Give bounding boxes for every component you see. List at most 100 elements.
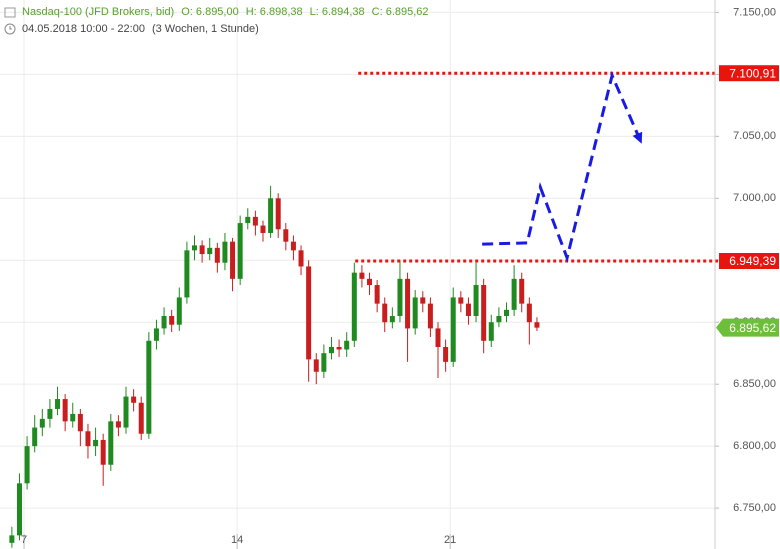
candle-body [62, 399, 68, 422]
candle-body [298, 250, 304, 267]
x-tick-label: 21 [444, 534, 456, 546]
x-tick-label: 7 [21, 534, 27, 546]
candle-body [519, 278, 525, 304]
candle-body [359, 272, 365, 279]
candle-body [382, 303, 388, 323]
candle-body [283, 229, 289, 242]
candle-body [32, 427, 38, 447]
header-high: H: 6.898,38 [246, 6, 303, 18]
candle-body [397, 278, 403, 317]
header-date: 04.05.2018 10:00 - 22:00 [22, 23, 145, 35]
y-tick-label: 7.050,00 [733, 130, 776, 142]
candle-body [503, 309, 509, 317]
candle-body [420, 297, 426, 304]
candle-body [526, 303, 532, 323]
candle-body [108, 421, 114, 465]
candle-body [275, 198, 281, 230]
candle-body [443, 346, 449, 362]
candle-body [192, 245, 198, 251]
forecast-line [482, 70, 642, 263]
header-title: Nasdaq-100 (JFD Brokers, bid) [22, 6, 174, 18]
header-open: O: 6.895,00 [181, 6, 239, 18]
candle-body [77, 413, 83, 432]
header-line-2: 04.05.2018 10:00 - 22:00 (3 Wochen, 1 Stu… [22, 23, 259, 35]
candle-body [328, 346, 334, 354]
candle-body [534, 322, 540, 328]
y-tick-label: 6.800,00 [733, 440, 776, 452]
candle-body [207, 247, 213, 255]
candle-body [435, 328, 441, 347]
candle-body [199, 245, 205, 255]
candle-body [374, 285, 380, 304]
level-label-box [719, 253, 779, 270]
candle-body [176, 297, 182, 325]
candle-body [321, 353, 327, 372]
header-icons [4, 7, 16, 35]
y-tick-label: 6.850,00 [733, 378, 776, 390]
candle-body [252, 216, 258, 226]
level-label-box [719, 65, 779, 82]
candle-body [146, 340, 152, 434]
candle-body [16, 483, 22, 536]
candle-body [306, 266, 312, 360]
candle-body [260, 225, 266, 233]
candle-body [47, 408, 53, 419]
clock-hand [9, 26, 12, 30]
candle-body [367, 278, 373, 286]
candle-body [450, 297, 456, 362]
grid-layer [0, 0, 719, 549]
candle-body [427, 303, 433, 329]
header-low: L: 6.894,38 [310, 6, 365, 18]
candle-body [511, 278, 517, 310]
candle-body [230, 241, 236, 279]
candle-body [39, 418, 45, 428]
candle-body [70, 413, 76, 422]
candle-body [351, 272, 357, 341]
candle-body [412, 297, 418, 329]
candle-body [214, 247, 220, 263]
header-close: C: 6.895,62 [372, 6, 429, 18]
candle-body [488, 322, 494, 341]
candle-body [268, 198, 274, 233]
candle-body [313, 359, 319, 372]
candle-body [138, 402, 144, 434]
candle-body [85, 431, 91, 447]
candle-body [161, 316, 167, 329]
candle-body [9, 535, 15, 543]
candle-body [100, 439, 106, 465]
forecast-arrowhead [632, 131, 643, 144]
candle-body [169, 316, 175, 325]
last-price-box [716, 318, 779, 337]
overlay-layer [355, 70, 718, 263]
header-period: (3 Wochen, 1 Stunde) [152, 23, 259, 35]
candle-body [93, 439, 99, 447]
candle-layer [9, 185, 540, 548]
candle-body [496, 316, 502, 323]
candle-body [123, 396, 129, 428]
y-tick-label: 7.000,00 [733, 192, 776, 204]
candle-body [405, 278, 411, 329]
candle-body [24, 446, 30, 484]
candle-body [153, 328, 159, 341]
x-tick-label: 14 [231, 534, 243, 546]
candle-body [465, 303, 471, 317]
y-tick-label: 7.150,00 [733, 6, 776, 18]
candle-body [290, 241, 296, 251]
level-label: 7.100,91 [729, 66, 776, 80]
y-tick-label: 6.750,00 [733, 502, 776, 514]
candle-body [237, 223, 243, 279]
last-price-label: 6.895,62 [729, 321, 776, 335]
candle-body [184, 250, 190, 298]
candle-body [336, 346, 342, 350]
candle-body [115, 421, 121, 428]
candle-body [344, 340, 350, 350]
candle-body [481, 285, 487, 341]
clock-icon [4, 23, 16, 35]
level-label: 6.949,39 [729, 254, 776, 268]
candle-body [55, 399, 61, 409]
candle-body [222, 241, 228, 263]
candle-body [473, 285, 479, 317]
header-line: Nasdaq-100 (JFD Brokers, bid) O: 6.895,00… [22, 6, 429, 18]
